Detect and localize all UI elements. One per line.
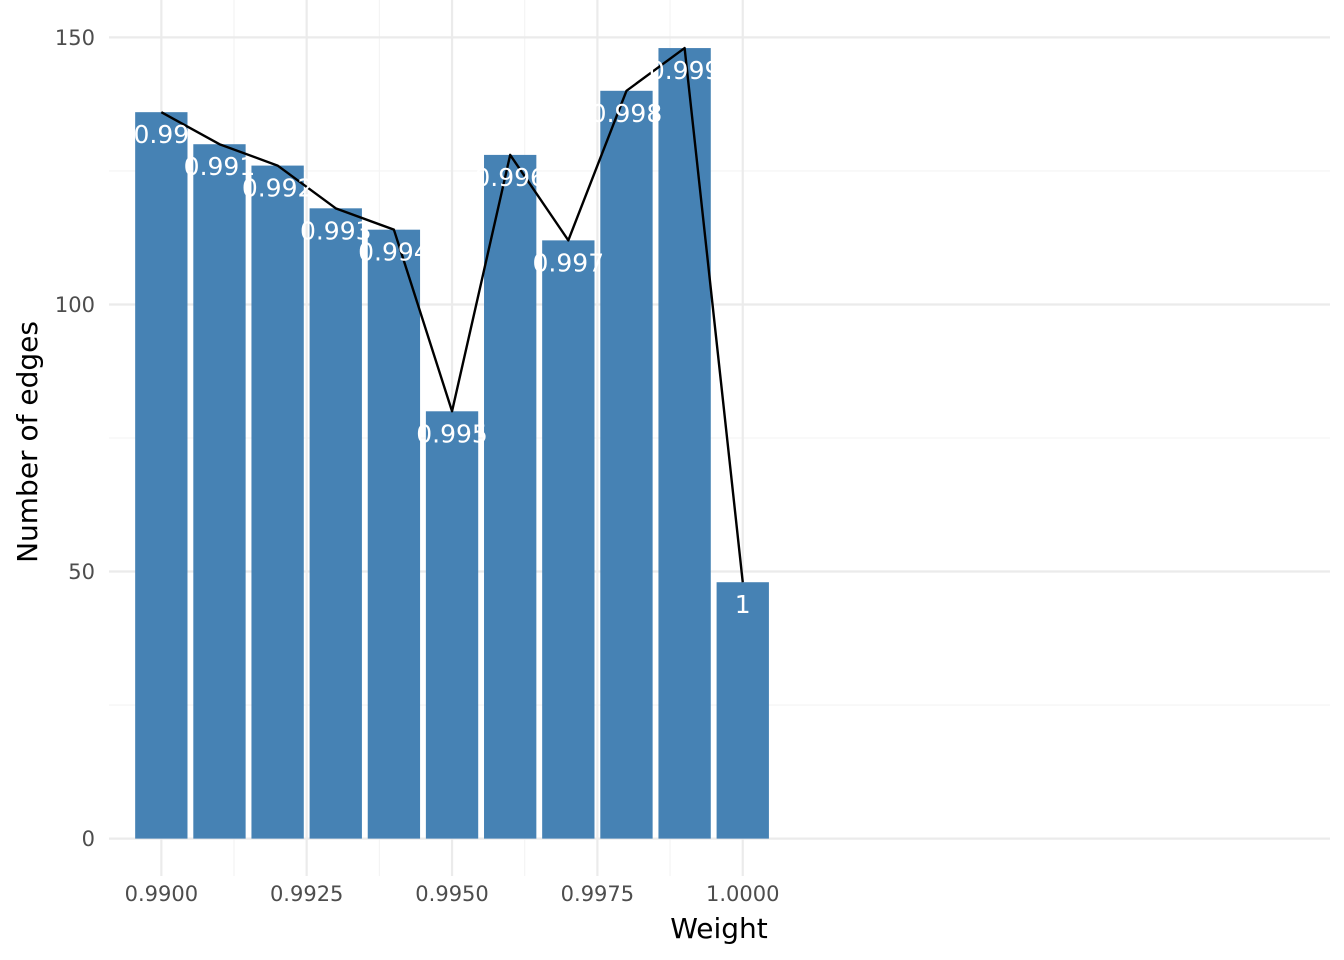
x-tick-label: 1.0000 xyxy=(706,882,779,906)
x-tick-label: 0.9950 xyxy=(415,882,488,906)
y-tick-label: 0 xyxy=(82,827,95,851)
bar xyxy=(193,144,246,839)
bar-data-label: 0.992 xyxy=(242,174,314,203)
trend-line xyxy=(160,46,744,583)
bar-data-label: 1 xyxy=(735,590,751,619)
bar xyxy=(135,112,188,839)
bar xyxy=(600,90,653,839)
x-tick-label: 0.9900 xyxy=(125,882,198,906)
bar-data-label: 0.99 xyxy=(133,120,189,149)
bars xyxy=(135,48,769,839)
x-tick-label: 0.9975 xyxy=(561,882,634,906)
bar xyxy=(658,48,711,839)
x-tick-labels: 0.9900 0.9925 0.9950 0.9975 1.0000 xyxy=(125,882,780,906)
x-axis-title: Weight xyxy=(670,912,768,945)
y-tick-label: 50 xyxy=(68,560,95,584)
bar xyxy=(542,240,595,839)
bar-data-label: 0.999 xyxy=(649,56,721,85)
bar-data-label: 0.998 xyxy=(591,99,663,128)
bar xyxy=(716,582,769,839)
bar xyxy=(484,154,537,839)
bar xyxy=(425,411,479,839)
bar-data-label: 0.993 xyxy=(300,216,372,245)
bar-data-label: 0.996 xyxy=(474,163,546,192)
bar xyxy=(309,208,362,839)
x-tick-label: 0.9925 xyxy=(270,882,343,906)
y-tick-labels: 0 50 100 150 xyxy=(55,26,95,851)
bar-data-label: 0.994 xyxy=(358,238,430,267)
y-axis-title: Number of edges xyxy=(11,321,44,563)
bar-data-label: 0.995 xyxy=(416,419,488,448)
bar xyxy=(251,165,304,839)
y-tick-label: 150 xyxy=(55,26,95,50)
y-tick-label: 100 xyxy=(55,293,95,317)
bar-data-label: 0.991 xyxy=(184,152,256,181)
bar xyxy=(367,229,421,839)
bar-data-label: 0.997 xyxy=(533,248,605,277)
trend-line-layer xyxy=(160,46,744,583)
